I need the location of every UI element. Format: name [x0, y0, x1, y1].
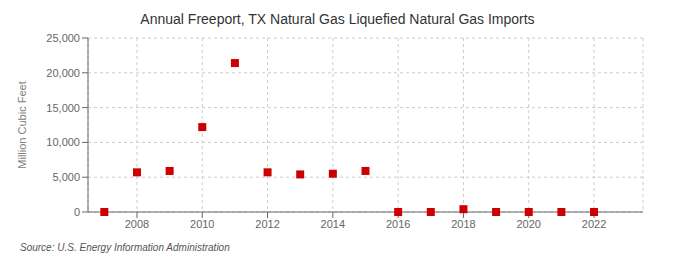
svg-text:2014: 2014 — [321, 218, 345, 230]
svg-text:10,000: 10,000 — [46, 136, 80, 148]
svg-text:2016: 2016 — [386, 218, 410, 230]
html-text:Source: U.S. Energy Informatio: Source: U.S. Energy Information Administ… — [20, 242, 230, 253]
svg-text:2018: 2018 — [451, 218, 475, 230]
html-text:Annual Freeport, TX Natural Ga: Annual Freeport, TX Natural Gas Liquefie… — [140, 11, 535, 27]
svg-text:25,000: 25,000 — [46, 32, 80, 44]
svg-text:20,000: 20,000 — [46, 67, 80, 79]
svg-text:2012: 2012 — [255, 218, 279, 230]
svg-text:2010: 2010 — [190, 218, 214, 230]
svg-text:2008: 2008 — [125, 218, 149, 230]
svg-text:2022: 2022 — [582, 218, 606, 230]
svg-text:5,000: 5,000 — [52, 171, 80, 183]
svg-text:Million Cubic Feet: Million Cubic Feet — [16, 81, 28, 168]
svg-text:0: 0 — [74, 206, 80, 218]
svg-text:15,000: 15,000 — [46, 102, 80, 114]
svg-text:2020: 2020 — [516, 218, 540, 230]
